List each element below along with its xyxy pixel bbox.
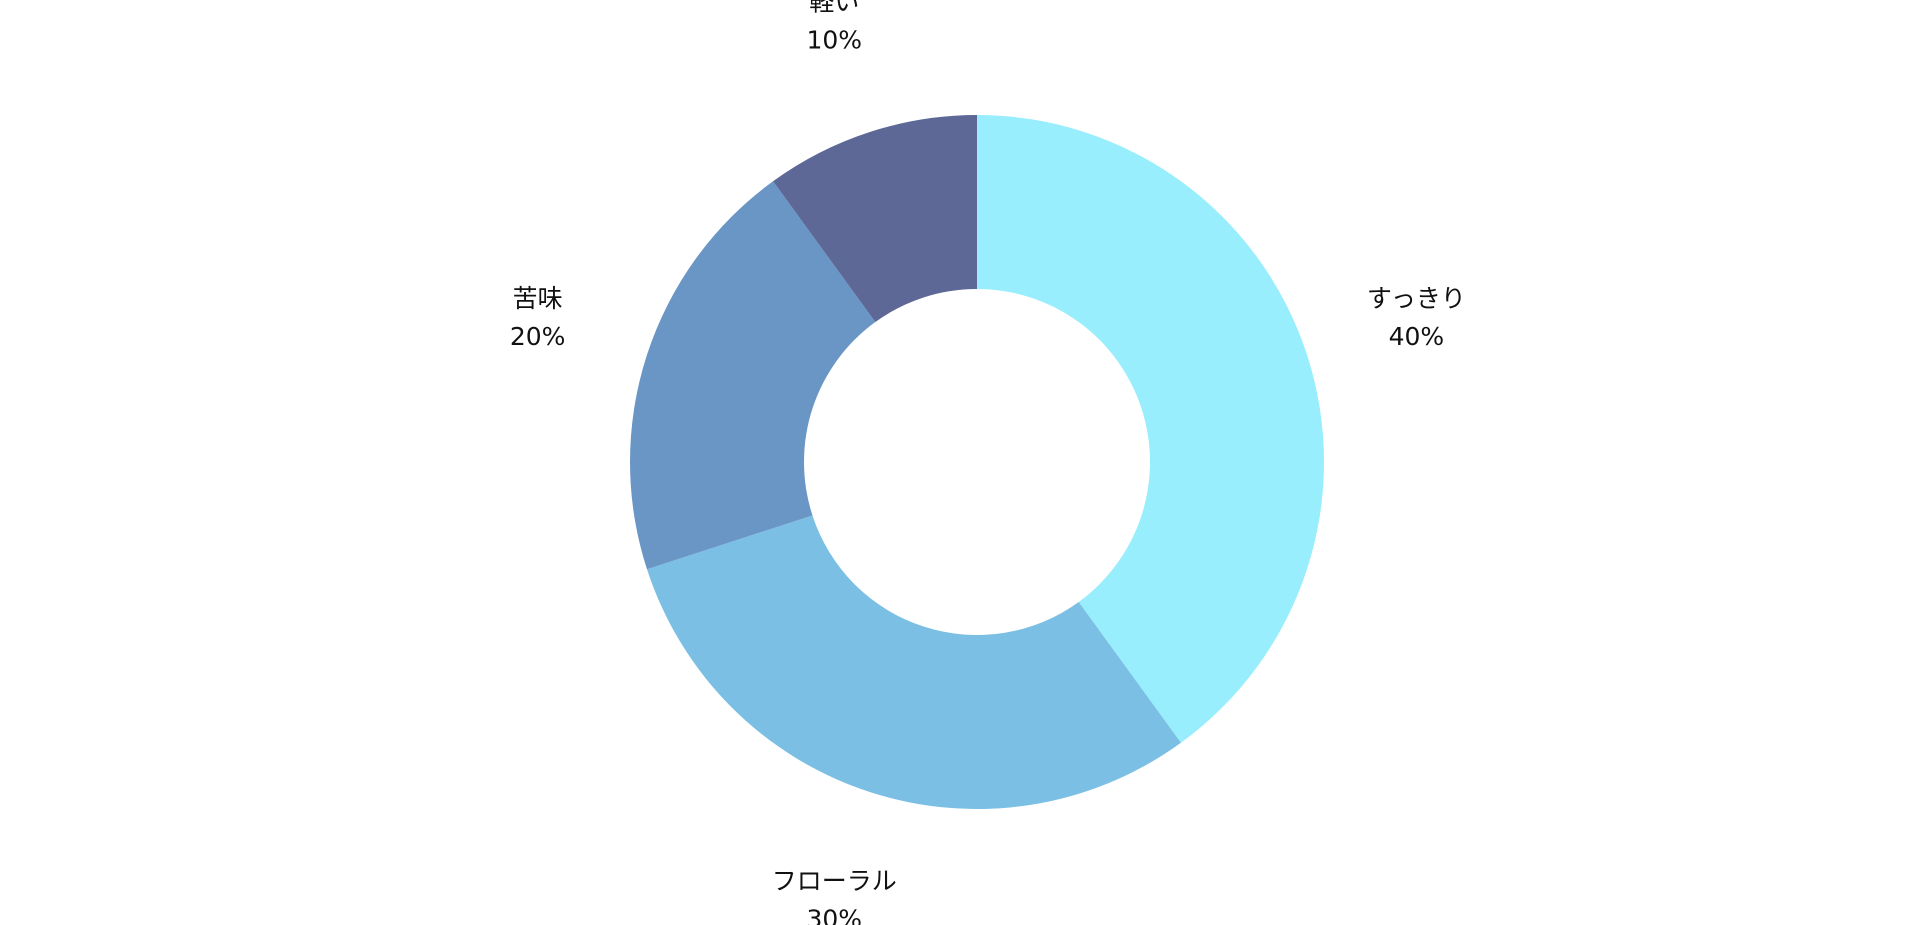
- donut-segment: [773, 115, 977, 323]
- donut-segment: [629, 181, 876, 570]
- donut-segment: [977, 115, 1324, 743]
- segment-label: フローラル: [772, 866, 897, 895]
- segment-label: 軽い: [809, 0, 859, 17]
- segment-label: すっきり: [1367, 284, 1466, 313]
- segment-value-label: 20%: [510, 322, 566, 351]
- segment-value-label: 40%: [1389, 322, 1445, 351]
- segment-value-label: 30%: [806, 904, 862, 925]
- donut-segment: [646, 515, 1181, 809]
- segment-value-label: 10%: [806, 26, 862, 55]
- segment-label: 苦味: [513, 284, 563, 313]
